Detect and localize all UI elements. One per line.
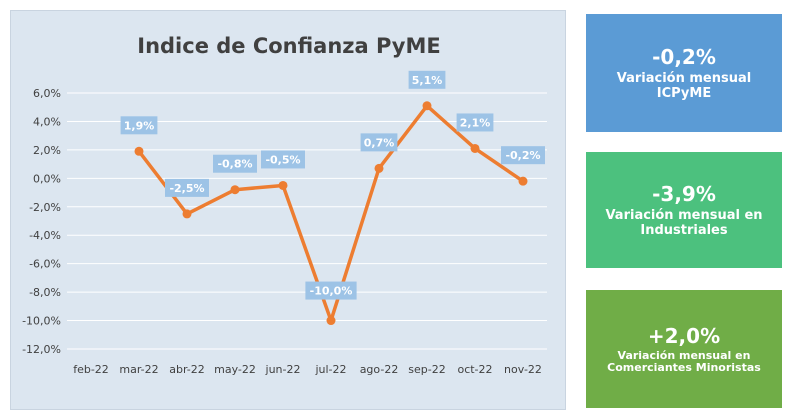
data-point: [326, 316, 336, 326]
data-point: [230, 185, 240, 195]
data-label-box: [213, 154, 257, 173]
chart-panel: Indice de Confianza PyME 6,0% 4,0% 2,0% 0,0%…: [10, 10, 566, 410]
x-tick-label: sep-22: [408, 363, 445, 376]
data-label-box: [165, 178, 209, 197]
data-label: 5,1%: [412, 74, 443, 87]
data-point: [374, 163, 384, 173]
data-label-box: [360, 133, 398, 152]
y-tick-label: -2,0%: [29, 201, 61, 214]
y-tick-label: -6,0%: [29, 258, 61, 271]
x-tick-label: nov-22: [504, 363, 542, 376]
chart-title: Indice de Confianza PyME: [137, 34, 440, 58]
card-icpyme-value: -0,2%: [652, 44, 716, 69]
data-label: 2,1%: [460, 116, 491, 129]
data-label: 1,9%: [124, 119, 155, 132]
card-icpyme: -0,2% Variación mensual ICPyME: [586, 14, 782, 132]
x-tick-label: may-22: [214, 363, 256, 376]
x-tick-label: oct-22: [457, 363, 492, 376]
data-point: [422, 101, 432, 111]
y-tick-label: 0,0%: [33, 172, 61, 185]
data-label: -2,5%: [169, 182, 204, 195]
data-label-box: [305, 281, 357, 300]
data-label-box: [456, 113, 494, 132]
x-tick-label: feb-22: [73, 363, 109, 376]
y-tick-label: 4,0%: [33, 115, 61, 128]
card-industriales-label: Variación mensual en Industriales: [605, 207, 763, 238]
x-tick-label: mar-22: [119, 363, 158, 376]
card-industriales-value: -3,9%: [652, 181, 716, 206]
data-label: -0,8%: [217, 158, 252, 171]
data-point: [278, 180, 288, 190]
x-tick-label: ago-22: [360, 363, 399, 376]
data-label: 0,7%: [364, 136, 395, 149]
x-tick-label: abr-22: [169, 363, 205, 376]
y-tick-label: -10,0%: [22, 315, 61, 328]
y-tick-label: -8,0%: [29, 286, 61, 299]
x-tick-label: jun-22: [265, 363, 301, 376]
card-industriales: -3,9% Variación mensual en Industriales: [586, 152, 782, 268]
data-label-box: [120, 116, 158, 135]
data-label-box: [408, 70, 446, 89]
card-comerciantes-label: Variación mensual en Comerciantes Minori…: [607, 348, 761, 374]
y-tick-label: 6,0%: [33, 87, 61, 100]
x-tick-label: jul-22: [314, 363, 346, 376]
card-comerciantes-value: +2,0%: [647, 323, 721, 348]
data-point: [182, 209, 192, 219]
data-label-box: [501, 146, 545, 165]
data-label: -0,5%: [265, 153, 300, 166]
data-point: [134, 146, 144, 156]
card-icpyme-label: Variación mensual ICPyME: [616, 70, 752, 101]
y-tick-label: 2,0%: [33, 144, 61, 157]
data-label: -10,0%: [310, 285, 353, 298]
data-point: [518, 176, 528, 186]
data-point: [470, 143, 480, 153]
line-chart: Indice de Confianza PyME 6,0% 4,0% 2,0% 0,0%…: [22, 34, 547, 376]
y-tick-label: -4,0%: [29, 229, 61, 242]
data-label-box: [261, 150, 305, 169]
card-comerciantes: +2,0% Variación mensual en Comerciantes …: [586, 290, 782, 408]
data-label: -0,2%: [505, 149, 540, 162]
y-tick-label: -12,0%: [22, 343, 61, 356]
